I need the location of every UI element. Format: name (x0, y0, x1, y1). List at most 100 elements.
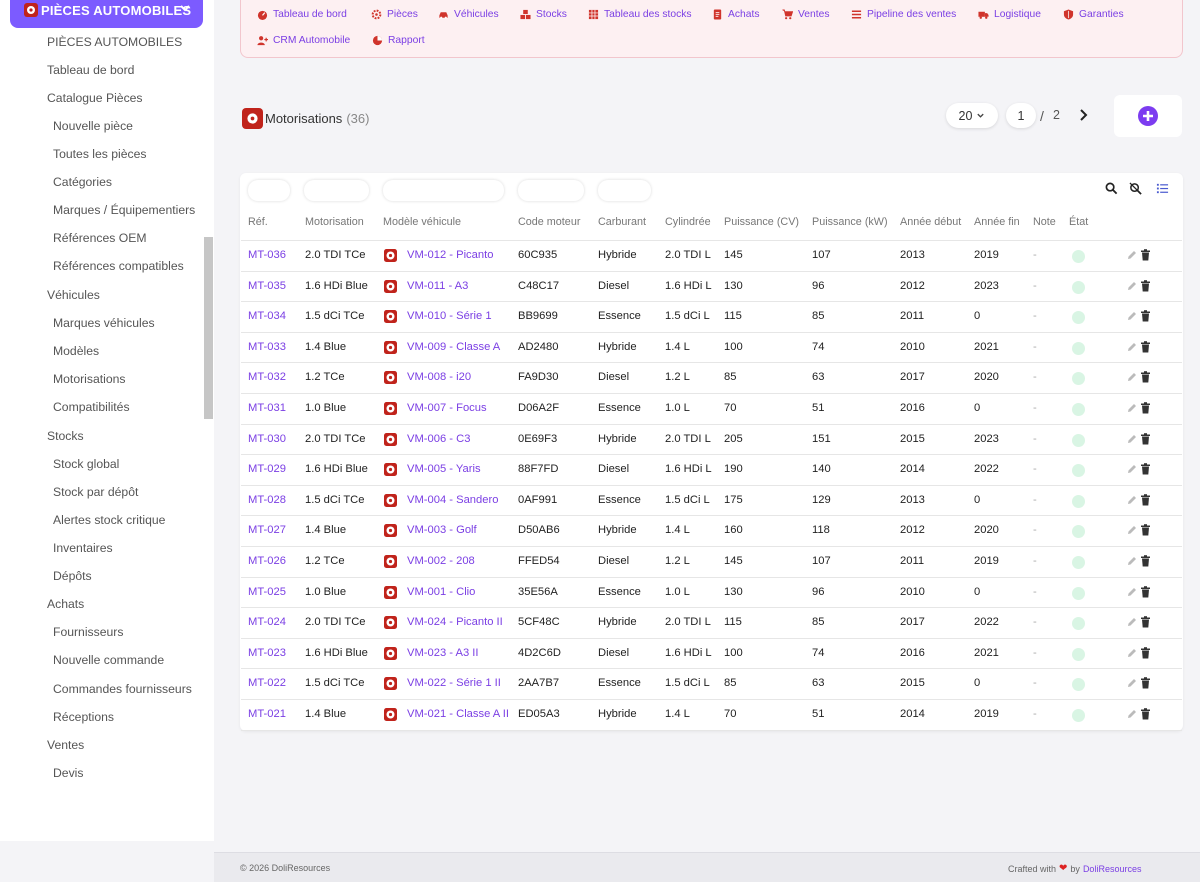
sidebar-item[interactable]: Catégories (53, 175, 112, 189)
nav-item[interactable]: Tableau des stocks (588, 9, 692, 20)
page-number-input[interactable]: 1 (1006, 103, 1036, 128)
cell-modele[interactable]: VM-009 - Classe A (407, 340, 501, 353)
trash-icon[interactable] (1140, 371, 1151, 383)
table-row[interactable]: MT-022 1.5 dCi TCe VM-022 - Série 1 II 2AA7… (241, 668, 1182, 699)
cell-modele[interactable]: VM-021 - Classe A II (407, 708, 509, 720)
trash-icon[interactable] (1140, 677, 1151, 689)
sidebar-item[interactable]: Nouvelle pièce (53, 119, 133, 133)
sidebar-item[interactable]: Ventes (47, 738, 85, 752)
sidebar-item[interactable]: Achats (47, 597, 85, 611)
pencil-icon[interactable] (1126, 586, 1138, 598)
column-header[interactable]: Note (1033, 216, 1056, 228)
column-header[interactable]: Modèle véhicule (383, 216, 462, 228)
trash-icon[interactable] (1140, 432, 1151, 445)
trash-icon[interactable] (1140, 249, 1151, 261)
sidebar-item[interactable]: Commandes fournisseurs (53, 682, 192, 696)
table-row[interactable]: MT-021 1.4 Blue VM-021 - Classe A II ED05A3… (241, 699, 1182, 730)
cell-ref[interactable]: MT-021 (248, 708, 286, 720)
sidebar-scrollbar[interactable] (204, 237, 213, 419)
nav-item[interactable]: Véhicules (438, 9, 499, 20)
table-row[interactable]: MT-024 2.0 TDI TCe VM-024 - Picanto II 5CF4… (241, 607, 1182, 638)
pencil-icon[interactable] (1126, 433, 1138, 445)
trash-icon[interactable] (1140, 585, 1151, 598)
sidebar-item[interactable]: Réceptions (53, 710, 114, 724)
nav-item[interactable]: Achats (712, 9, 759, 20)
sidebar-item[interactable]: Modèles (53, 344, 100, 358)
nav-item[interactable]: Pièces (371, 9, 418, 20)
table-row[interactable]: MT-026 1.2 TCe VM-002 - 208 FFED54 Diesel 1.2… (241, 546, 1182, 577)
cell-ref[interactable]: MT-022 (248, 677, 286, 690)
cell-modele[interactable]: VM-012 - Picanto (407, 249, 494, 261)
cell-ref[interactable]: MT-029 (248, 463, 286, 476)
per-page-select[interactable]: 20 (946, 103, 998, 128)
trash-icon[interactable] (1140, 646, 1151, 659)
column-header[interactable]: Carburant (598, 216, 647, 228)
brand-link[interactable]: DoliResources (1082, 863, 1142, 874)
table-row[interactable]: MT-033 1.4 Blue VM-009 - Classe A AD2480 Hyb… (241, 331, 1182, 363)
sidebar-item[interactable]: Alertes stock critique (53, 513, 166, 527)
table-row[interactable]: MT-032 1.2 TCe VM-008 - i20 FA9D30 Diesel 1.2… (241, 362, 1182, 393)
pencil-icon[interactable] (1126, 402, 1138, 414)
cell-modele[interactable]: VM-003 - Golf (407, 524, 477, 537)
sidebar-item[interactable]: Fournisseurs (53, 625, 124, 639)
clear-search-icon[interactable] (1129, 182, 1142, 195)
pencil-icon[interactable] (1126, 371, 1138, 383)
nav-item[interactable]: Garanties (1063, 9, 1124, 20)
sidebar-item[interactable]: Stocks (47, 429, 84, 443)
sidebar-item[interactable]: PIÈCES AUTOMOBILES (47, 35, 183, 49)
trash-icon[interactable] (1140, 616, 1151, 628)
pencil-icon[interactable] (1126, 280, 1138, 292)
cell-modele[interactable]: VM-005 - Yaris (407, 463, 481, 476)
pencil-icon[interactable] (1126, 708, 1138, 720)
sidebar-item[interactable]: Stock global (53, 457, 120, 471)
cell-ref[interactable]: MT-033 (248, 340, 286, 353)
cell-modele[interactable]: VM-011 - A3 (407, 279, 469, 292)
pencil-icon[interactable] (1126, 494, 1138, 506)
sidebar-item[interactable]: Motorisations (53, 372, 126, 386)
sidebar-item[interactable]: Inventaires (53, 541, 113, 555)
pencil-icon[interactable] (1126, 555, 1138, 567)
cell-ref[interactable]: MT-026 (248, 555, 286, 567)
nav-item[interactable]: Pipeline des ventes (851, 9, 956, 20)
cell-modele[interactable]: VM-004 - Sandero (407, 493, 499, 506)
pencil-icon[interactable] (1126, 341, 1138, 353)
sidebar-item[interactable]: Toutes les pièces (53, 147, 147, 161)
table-row[interactable]: MT-027 1.4 Blue VM-003 - Golf D50AB6 Hybride… (241, 515, 1182, 546)
sidebar-item[interactable]: Marques / Équipementiers (53, 203, 196, 217)
sidebar-item[interactable]: Compatibilités (53, 400, 130, 414)
pencil-icon[interactable] (1126, 524, 1138, 536)
pencil-icon[interactable] (1126, 677, 1138, 689)
filter-modele[interactable] (383, 180, 504, 201)
table-row[interactable]: MT-034 1.5 dCi TCe VM-010 - Série 1 BB9699 E… (241, 301, 1182, 332)
pencil-icon[interactable] (1126, 463, 1138, 475)
table-row[interactable]: MT-035 1.6 HDi Blue VM-011 - A3 C48C17 Diese… (241, 270, 1182, 302)
nav-item[interactable]: Ventes (782, 9, 830, 20)
trash-icon[interactable] (1140, 708, 1151, 720)
sidebar-item[interactable]: Devis (53, 766, 84, 780)
cell-ref[interactable]: MT-036 (248, 249, 286, 261)
pencil-icon[interactable] (1126, 616, 1138, 628)
chevron-right-icon[interactable] (1075, 107, 1091, 123)
cell-modele[interactable]: VM-002 - 208 (407, 555, 475, 567)
cell-modele[interactable]: VM-024 - Picanto II (407, 616, 503, 629)
cell-ref[interactable]: MT-034 (248, 310, 286, 323)
cell-modele[interactable]: VM-001 - Clio (407, 585, 476, 598)
search-icon[interactable] (1105, 182, 1118, 195)
nav-item[interactable]: Stocks (520, 9, 567, 20)
cell-ref[interactable]: MT-035 (248, 279, 286, 292)
trash-icon[interactable] (1140, 493, 1151, 506)
pencil-icon[interactable] (1126, 647, 1138, 659)
column-header[interactable]: Année début (900, 216, 962, 228)
sidebar-item[interactable]: Catalogue Pièces (47, 91, 143, 105)
add-button[interactable] (1114, 95, 1182, 137)
cell-ref[interactable]: MT-027 (248, 524, 286, 537)
table-row[interactable]: MT-036 2.0 TDI TCe VM-012 - Picanto 60C935 H… (241, 240, 1182, 271)
nav-item[interactable]: Rapport (372, 35, 425, 46)
sidebar-item[interactable]: Marques véhicules (53, 316, 155, 330)
trash-icon[interactable] (1140, 279, 1151, 292)
sidebar-item[interactable]: Références OEM (53, 231, 147, 245)
sidebar-item[interactable]: Dépôts (53, 569, 92, 583)
pencil-icon[interactable] (1126, 249, 1138, 261)
trash-icon[interactable] (1140, 340, 1151, 353)
cell-modele[interactable]: VM-022 - Série 1 II (407, 677, 501, 690)
